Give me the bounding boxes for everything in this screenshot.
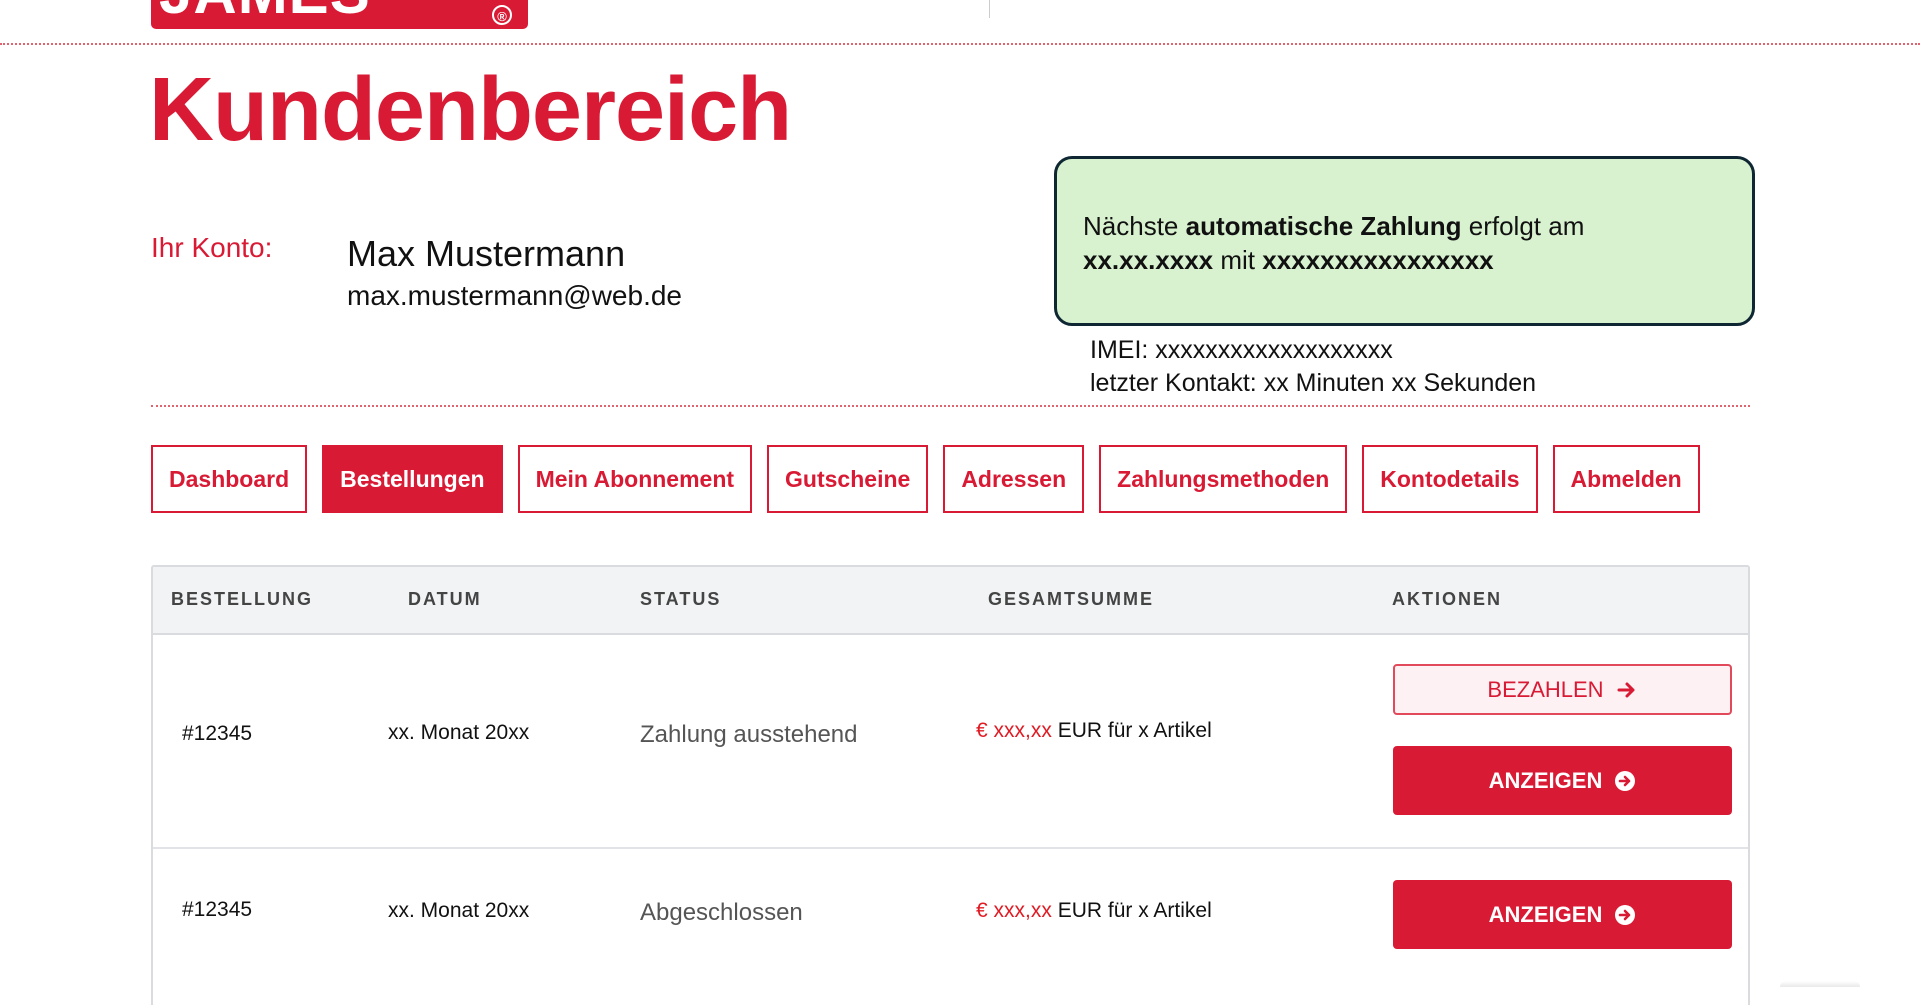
column-header-status: STATUS bbox=[640, 589, 722, 609]
order-price: € xxx,xx bbox=[976, 899, 1052, 922]
order-number[interactable]: #12345 bbox=[182, 722, 253, 745]
page-title: Kundenbereich bbox=[149, 60, 792, 160]
account-name: Max Mustermann bbox=[347, 233, 626, 274]
account-label: Ihr Konto: bbox=[151, 232, 273, 263]
tab-mein-abonnement[interactable]: Mein Abonnement bbox=[517, 445, 753, 513]
orders-table: BESTELLUNG DATUM STATUS GESAMTSUMME AKTI… bbox=[151, 565, 1750, 1005]
column-header-gesamtsumme: GESAMTSUMME bbox=[988, 589, 1154, 609]
tab-zahlungsmethoden[interactable]: Zahlungsmethoden bbox=[1099, 445, 1348, 513]
tab-bestellungen[interactable]: Bestellungen bbox=[322, 445, 503, 513]
order-status: Zahlung ausstehend bbox=[640, 721, 858, 748]
order-total: € xxx,xx EUR für x Artikel bbox=[976, 899, 1212, 923]
arrow-circle-right-icon bbox=[1614, 770, 1636, 792]
order-date: xx. Monat 20xx bbox=[388, 721, 530, 744]
payment-notice-line-2: xx.xx.xxxx mit xxxxxxxxxxxxxxxx bbox=[1083, 245, 1494, 275]
view-button-label: ANZEIGEN bbox=[1488, 901, 1603, 927]
arrow-right-icon bbox=[1616, 679, 1638, 701]
device-imei: IMEI: xxxxxxxxxxxxxxxxxxx bbox=[1090, 336, 1393, 364]
order-number[interactable]: #12345 bbox=[182, 898, 253, 921]
column-header-datum: DATUM bbox=[408, 589, 482, 609]
order-total-suffix: EUR für x Artikel bbox=[1051, 899, 1212, 922]
view-order-button[interactable]: ANZEIGEN bbox=[1393, 880, 1732, 949]
pay-button[interactable]: BEZAHLEN bbox=[1393, 664, 1732, 715]
column-header-bestellung: BESTELLUNG bbox=[171, 589, 314, 609]
tab-adressen[interactable]: Adressen bbox=[943, 445, 1085, 513]
order-date: xx. Monat 20xx bbox=[388, 899, 530, 922]
table-row: #12345 xx. Monat 20xx Abgeschlossen € xx… bbox=[153, 849, 1748, 1005]
order-total: € xxx,xx EUR für x Artikel bbox=[976, 719, 1212, 743]
payment-type: automatische Zahlung bbox=[1185, 211, 1462, 241]
logo-text: JAMES bbox=[159, 0, 371, 23]
order-price: € xxx,xx bbox=[976, 719, 1052, 742]
next-payment-notice: Nächste automatische Zahlung erfolgt am … bbox=[1054, 156, 1755, 326]
arrow-circle-right-icon bbox=[1614, 904, 1636, 926]
tab-abmelden[interactable]: Abmelden bbox=[1552, 445, 1700, 513]
payment-date: xx.xx.xxxx bbox=[1083, 245, 1214, 275]
column-header-aktionen: AKTIONEN bbox=[1392, 589, 1502, 609]
tab-kontodetails[interactable]: Kontodetails bbox=[1362, 445, 1538, 513]
table-row: #12345 xx. Monat 20xx Zahlung ausstehend… bbox=[153, 635, 1748, 849]
view-button-label: ANZEIGEN bbox=[1488, 767, 1603, 793]
order-status: Abgeschlossen bbox=[640, 899, 803, 926]
tab-gutscheine[interactable]: Gutscheine bbox=[767, 445, 929, 513]
account-email: max.mustermann@web.de bbox=[347, 280, 683, 311]
brand-logo[interactable]: JAMES ® bbox=[151, 0, 528, 29]
account-nav: Dashboard Bestellungen Mein Abonnement G… bbox=[151, 445, 1700, 513]
header-divider bbox=[989, 0, 990, 18]
registered-mark: ® bbox=[492, 5, 512, 25]
order-total-suffix: EUR für x Artikel bbox=[1051, 719, 1212, 742]
pay-button-label: BEZAHLEN bbox=[1487, 676, 1604, 702]
header-dotted-divider bbox=[0, 43, 1920, 45]
device-last-contact: letzter Kontakt: xx Minuten xx Sekunden bbox=[1090, 369, 1537, 397]
tab-dashboard[interactable]: Dashboard bbox=[151, 445, 308, 513]
corner-shadow bbox=[1780, 981, 1860, 987]
payment-notice-line-1: Nächste automatische Zahlung erfolgt am bbox=[1083, 211, 1585, 241]
payment-method: xxxxxxxxxxxxxxxx bbox=[1262, 245, 1494, 275]
device-info: IMEI: xxxxxxxxxxxxxxxxxxx letzter Kontak… bbox=[1090, 334, 1536, 400]
section-dotted-divider bbox=[151, 405, 1750, 407]
view-order-button[interactable]: ANZEIGEN bbox=[1393, 746, 1732, 815]
orders-table-header: BESTELLUNG DATUM STATUS GESAMTSUMME AKTI… bbox=[153, 567, 1748, 635]
